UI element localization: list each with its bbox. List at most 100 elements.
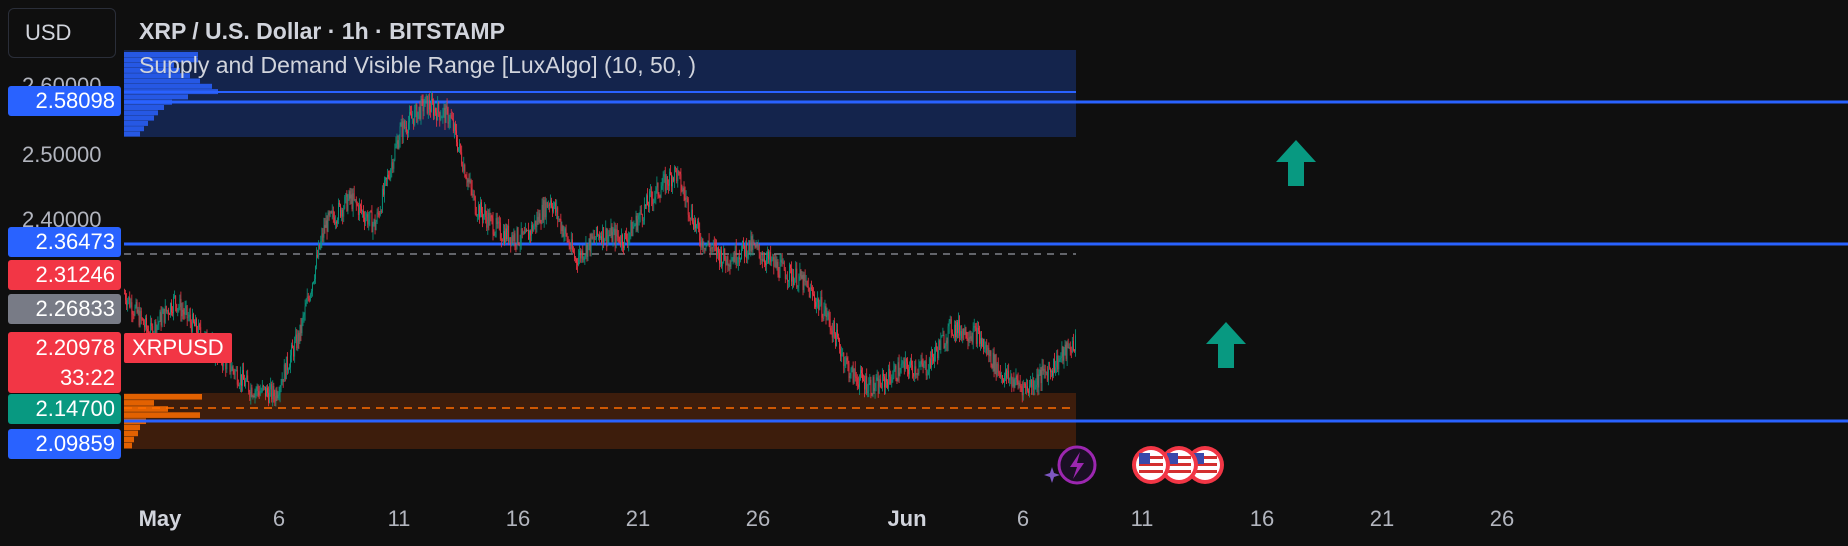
candle-body	[900, 364, 902, 373]
candle-body	[593, 236, 595, 240]
candle-body	[539, 213, 541, 224]
candle-body	[999, 372, 1001, 377]
candle-body	[491, 216, 493, 219]
candle-body	[931, 349, 932, 368]
candle-body	[633, 225, 635, 227]
candle-body	[225, 358, 227, 370]
candle-body	[282, 379, 284, 382]
candle-body	[661, 185, 663, 190]
candle-body	[967, 338, 969, 342]
candle-body	[126, 300, 128, 306]
candle-body	[317, 254, 319, 258]
candle-body	[1012, 379, 1014, 387]
candle-body	[314, 278, 315, 282]
candle-body	[613, 228, 615, 232]
candle-body	[396, 140, 398, 144]
candle-body	[164, 306, 166, 323]
candle-body	[903, 361, 905, 370]
candle-body	[257, 386, 259, 391]
candle-body	[580, 251, 582, 259]
candle-body	[888, 368, 890, 388]
candle-body	[817, 299, 819, 303]
candle-body	[769, 252, 771, 260]
candle-body	[896, 379, 898, 381]
supply-profile-bar	[124, 52, 198, 57]
candle-body	[289, 367, 290, 370]
candle-body	[799, 269, 801, 277]
candle-body	[255, 390, 257, 392]
candle-body	[783, 262, 785, 271]
candle-body	[651, 191, 653, 199]
candle-body	[818, 299, 820, 310]
candle-body	[721, 250, 723, 267]
bar-countdown: 33:22	[59, 365, 115, 390]
candlestick-series	[124, 91, 1076, 407]
candle-body	[457, 142, 458, 151]
candle-body	[834, 333, 836, 346]
candle-body	[723, 248, 725, 262]
candle-body	[522, 232, 524, 235]
candle-body	[254, 391, 256, 397]
candle-body	[1034, 387, 1036, 390]
candle-body	[994, 354, 996, 372]
supply-profile-bar	[124, 94, 188, 100]
candle-body	[964, 327, 966, 335]
candle-body	[187, 317, 189, 319]
candle-body	[758, 245, 760, 253]
candle-body	[1016, 375, 1018, 380]
candle-body	[878, 379, 880, 394]
candle-body	[622, 234, 623, 246]
candle-body	[370, 211, 372, 213]
candle-body	[392, 162, 394, 169]
candle-body	[730, 261, 732, 267]
candle-body	[540, 223, 542, 225]
candle-body	[904, 358, 906, 370]
candle-body	[179, 298, 181, 307]
candle-body	[843, 353, 845, 366]
candle-body	[1054, 358, 1056, 373]
candle-body	[1007, 370, 1009, 378]
candle-body	[780, 259, 782, 262]
candle-body	[860, 369, 861, 379]
candle-body	[979, 330, 980, 344]
candle-body	[273, 385, 275, 397]
candle-body	[237, 384, 239, 386]
candle-body	[535, 220, 537, 228]
candle-body	[284, 364, 286, 380]
candle-body	[948, 321, 950, 327]
candle-body	[952, 334, 954, 336]
candle-body	[650, 191, 652, 193]
candle-body	[821, 297, 823, 318]
candle-body	[936, 346, 938, 351]
candle-body	[765, 262, 766, 266]
candle-body	[867, 391, 869, 393]
candle-body	[440, 117, 442, 120]
candle-body	[326, 220, 328, 232]
candle-body	[226, 358, 228, 370]
flash-event-icon[interactable]	[1042, 443, 1102, 487]
candle-body	[654, 196, 656, 200]
candle-body	[151, 322, 153, 327]
supply-zone	[124, 50, 1076, 137]
candle-body	[995, 354, 997, 376]
candle-body	[841, 353, 843, 357]
candle-body	[556, 207, 558, 213]
us-flag-event-icon[interactable]	[1129, 443, 1225, 487]
currency-button[interactable]: USD	[8, 8, 116, 58]
candle-body	[686, 197, 688, 199]
candle-body	[1044, 368, 1046, 373]
candle-body	[155, 322, 157, 336]
candle-body	[509, 237, 511, 242]
candle-body	[398, 139, 400, 149]
candle-body	[831, 330, 833, 338]
candle-body	[789, 264, 790, 280]
candle-body	[420, 98, 422, 119]
indicator-legend[interactable]: Supply and Demand Visible Range [LuxAlgo…	[139, 52, 697, 78]
candle-body	[452, 119, 454, 131]
candle-body	[364, 217, 366, 223]
candle-body	[495, 218, 497, 233]
candle-body	[280, 384, 282, 388]
candle-body	[427, 100, 429, 114]
candle-body	[923, 362, 925, 368]
